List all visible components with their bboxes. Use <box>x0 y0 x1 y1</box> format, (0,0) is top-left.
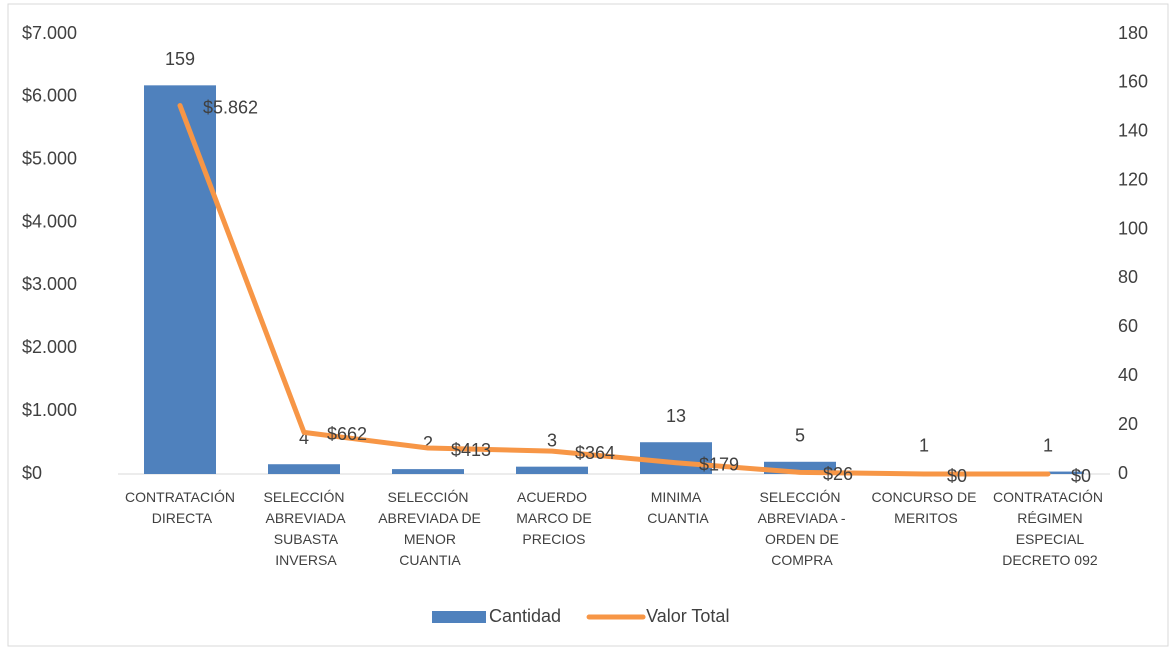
y-tick-label: $0 <box>22 463 42 483</box>
bar <box>516 466 588 474</box>
y2-tick-label: 120 <box>1118 169 1148 189</box>
x-tick-line: MENOR <box>400 531 456 547</box>
bar-value-label: 13 <box>666 406 686 426</box>
y2-tick-label: 40 <box>1118 365 1138 385</box>
x-tick-label: CONTRATACIÓN DIRECTA <box>125 489 235 526</box>
x-tick-label: SELECCIÓN ABREVIADA SUBASTA INVERSA <box>262 489 346 568</box>
y-tick-label: $5.000 <box>22 148 77 168</box>
y-tick-label: $1.000 <box>22 400 77 420</box>
y2-tick-label: 60 <box>1118 316 1138 336</box>
x-tick-line: ABREVIADA <box>262 510 346 526</box>
bar <box>144 85 216 474</box>
y-tick-label: $7.000 <box>22 23 77 43</box>
x-tick-line: SUBASTA <box>270 531 339 547</box>
y-tick-label: $2.000 <box>22 337 77 357</box>
x-tick-line: CONTRATACIÓN <box>993 489 1103 505</box>
x-tick-line: ESPECIAL <box>1012 531 1085 547</box>
x-tick-line: ABREVIADA DE <box>375 510 481 526</box>
line-value-label: $662 <box>327 424 367 444</box>
x-tick-line: INVERSA <box>271 552 337 568</box>
x-tick-label: CONTRATACIÓN RÉGIMEN ESPECIAL DECRETO 09… <box>993 489 1103 568</box>
x-tick-line: ACUERDO <box>517 489 587 505</box>
bar-value-label: 4 <box>299 428 309 448</box>
line-value-label: $179 <box>699 454 739 474</box>
y2-tick-label: 180 <box>1118 23 1148 43</box>
x-tick-line: DECRETO 092 <box>998 552 1098 568</box>
x-tick-line: CONCURSO DE <box>871 489 976 505</box>
line-value-label: $413 <box>451 440 491 460</box>
y2-tick-label: 140 <box>1118 121 1148 141</box>
bar-value-label: 159 <box>165 49 195 69</box>
x-tick-line: SELECCIÓN <box>388 489 469 505</box>
x-tick-label: MINIMA CUANTIA <box>643 489 709 526</box>
x-tick-line: SELECCIÓN <box>760 489 841 505</box>
x-tick-label: SELECCIÓN ABREVIADA - ORDEN DE COMPRA <box>754 489 845 568</box>
line-value-label: $0 <box>947 466 967 486</box>
x-tick-line: CONTRATACIÓN <box>125 489 235 505</box>
y-tick-label: $6.000 <box>22 86 77 106</box>
bar <box>268 464 340 474</box>
x-tick-line: DIRECTA <box>148 510 213 526</box>
line-value-label: $5.862 <box>203 97 258 117</box>
y2-tick-label: 80 <box>1118 267 1138 287</box>
x-tick-line: PRECIOS <box>519 531 586 547</box>
chart-frame <box>7 3 1169 647</box>
x-tick-label: SELECCIÓN ABREVIADA DE MENOR CUANTIA <box>375 489 481 568</box>
bar-value-label: 5 <box>795 426 805 446</box>
x-tick-label: CONCURSO DE MERITOS <box>871 489 976 526</box>
line <box>177 103 1051 477</box>
y-tick-label: $4.000 <box>22 211 77 231</box>
x-tick-line: ABREVIADA - <box>754 510 845 526</box>
x-tick-line: CUANTIA <box>643 510 709 526</box>
y2-tick-label: 0 <box>1118 463 1128 483</box>
bar-value-label: 3 <box>547 430 557 450</box>
bar-value-label: 1 <box>919 435 929 455</box>
y2-tick-label: 160 <box>1118 72 1148 92</box>
x-tick-line: MARCO DE <box>512 510 591 526</box>
legend-swatch <box>432 611 486 623</box>
x-tick-line: MINIMA <box>651 489 702 505</box>
y-tick-label: $3.000 <box>22 274 77 294</box>
bar-value-label: 2 <box>423 433 433 453</box>
x-tick-line: CUANTIA <box>395 552 461 568</box>
legend-label: Cantidad <box>489 606 561 626</box>
x-tick-line: MERITOS <box>890 510 957 526</box>
legend-label: Valor Total <box>646 606 729 626</box>
bar <box>392 469 464 474</box>
line-value-label: $0 <box>1071 466 1091 486</box>
bar-value-label: 1 <box>1043 435 1053 455</box>
x-tick-line: RÉGIMEN <box>1013 510 1082 526</box>
line-value-label: $364 <box>575 443 615 463</box>
x-tick-line: SELECCIÓN <box>264 489 345 505</box>
y2-tick-label: 100 <box>1118 218 1148 238</box>
x-tick-line: ORDEN DE <box>761 531 839 547</box>
x-tick-line: COMPRA <box>767 552 833 568</box>
y2-tick-label: 20 <box>1118 414 1138 434</box>
x-tick-label: ACUERDO MARCO DE PRECIOS <box>512 489 591 547</box>
line-value-label: $26 <box>823 464 853 484</box>
